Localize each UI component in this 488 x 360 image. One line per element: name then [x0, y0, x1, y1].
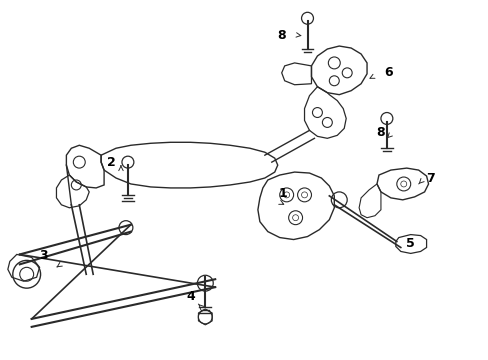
Text: 6: 6	[384, 66, 392, 79]
Text: 5: 5	[406, 237, 414, 250]
Text: 8: 8	[277, 29, 285, 42]
Text: 7: 7	[426, 171, 434, 185]
Text: 3: 3	[39, 249, 48, 262]
Text: 1: 1	[278, 188, 286, 201]
Text: 2: 2	[106, 156, 115, 168]
Text: 4: 4	[185, 289, 194, 303]
Text: 8: 8	[376, 126, 385, 139]
